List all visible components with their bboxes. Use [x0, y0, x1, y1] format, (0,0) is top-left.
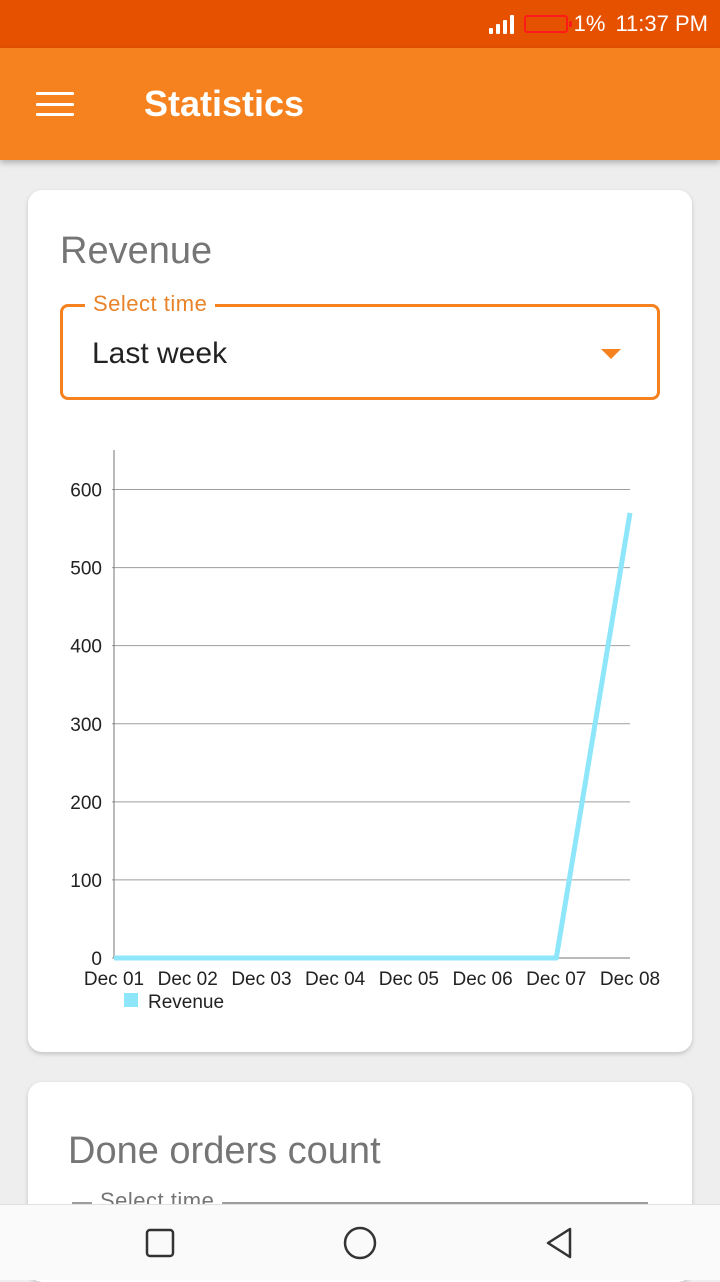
x-tick-label: Dec 06: [452, 969, 512, 990]
legend-label: Revenue: [148, 992, 224, 1013]
y-tick-label: 500: [70, 559, 102, 580]
page-title: Statistics: [144, 83, 305, 124]
x-tick-label: Dec 03: [231, 969, 291, 990]
revenue-card: Revenue Select time Last week 0 100 200 300…: [28, 190, 692, 1052]
revenue-title: Revenue: [60, 230, 213, 272]
triangle-back-icon[interactable]: [542, 1225, 578, 1261]
y-tick-label: 300: [70, 715, 102, 736]
clock: 11:37 PM: [615, 11, 708, 36]
battery-percent: 1%: [573, 11, 606, 36]
x-tick-label: Dec 02: [158, 969, 218, 990]
x-tick-label: Dec 07: [526, 969, 586, 990]
x-tick-label: Dec 01: [84, 969, 144, 990]
series-line-revenue: [114, 512, 633, 961]
signal-icon: [488, 14, 514, 34]
select-time-label: Select time: [85, 291, 216, 317]
y-tick-label: 200: [70, 793, 102, 814]
y-tick-label: 600: [70, 481, 102, 502]
battery-icon: [523, 15, 572, 33]
x-tick-label: Dec 08: [600, 969, 660, 990]
select-time-value: Last week: [92, 337, 228, 370]
done-orders-title: Done orders count: [68, 1130, 381, 1172]
square-icon[interactable]: [142, 1225, 178, 1261]
y-tick-label: 400: [70, 637, 102, 658]
legend-swatch: [124, 993, 138, 1007]
navigation-bar: [0, 1204, 720, 1280]
dropdown-arrow-icon: [601, 349, 621, 359]
status-bar: 1% 11:37 PM: [0, 0, 720, 48]
y-tick-label: 100: [70, 871, 102, 892]
revenue-time-select[interactable]: Select time Last week: [60, 291, 660, 400]
y-tick-label: 0: [91, 949, 102, 970]
circle-icon[interactable]: [342, 1225, 378, 1261]
revenue-chart: 0 100 200 300 400 500 600 Dec 01 Dec 02 Dec 03 Dec…: [70, 450, 660, 1013]
x-tick-label: Dec 04: [305, 969, 366, 990]
menu-icon[interactable]: [36, 89, 76, 119]
app-bar: Statistics: [0, 48, 720, 160]
x-tick-label: Dec 05: [379, 969, 439, 990]
